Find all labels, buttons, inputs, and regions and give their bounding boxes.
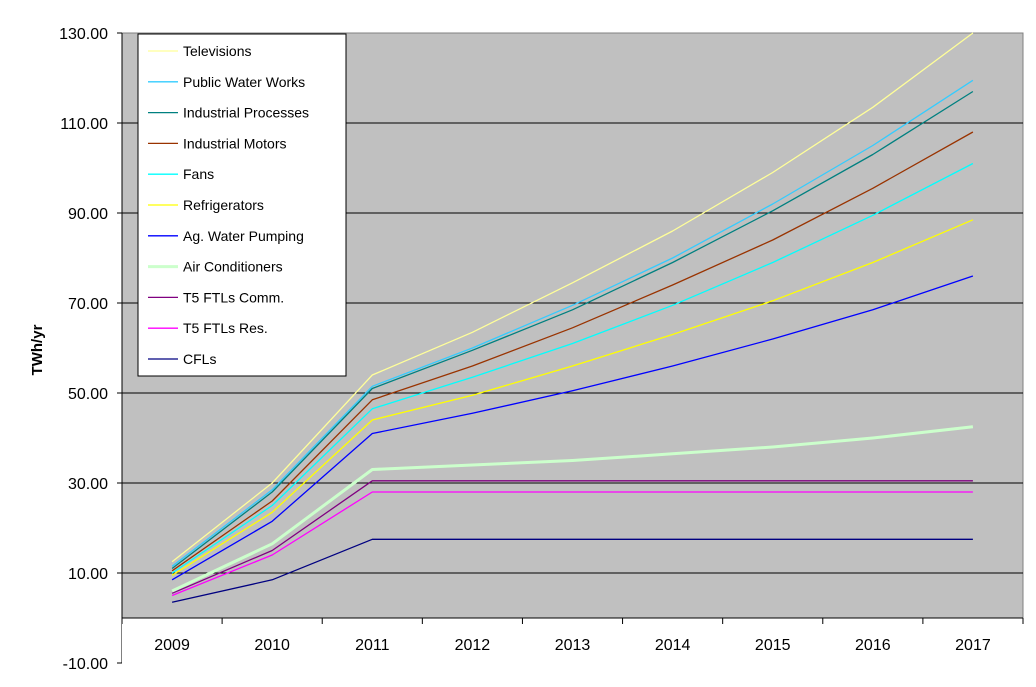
x-tick-label: 2017 xyxy=(955,637,991,654)
series-line-televisions xyxy=(171,32,974,563)
y-tick-label: 50.00 xyxy=(68,386,108,403)
y-tick-label: 10.00 xyxy=(68,566,108,583)
legend-label: Fans xyxy=(183,166,214,182)
legend: Televisions Public Water Works Industrial … xyxy=(137,33,347,377)
x-tick-label: 2011 xyxy=(355,637,390,654)
x-tick-label: 2014 xyxy=(655,637,691,654)
x-tick-label: 2012 xyxy=(455,637,491,654)
y-tick-label: -10.00 xyxy=(63,656,108,673)
x-tick-label: 2013 xyxy=(555,637,591,654)
legend-label: Industrial Motors xyxy=(183,135,286,151)
legend-label: Air Conditioners xyxy=(183,259,283,275)
series-lines xyxy=(171,32,974,603)
legend-label: Refrigerators xyxy=(183,197,264,213)
x-axis-band xyxy=(122,618,1023,663)
series-line-public-water-works xyxy=(171,79,974,567)
legend-label: Industrial Processes xyxy=(183,105,309,121)
x-tick-label: 2010 xyxy=(254,637,290,654)
legend-label: Televisions xyxy=(183,43,251,59)
y-tick-label: 90.00 xyxy=(68,206,108,223)
series-line-cfls xyxy=(171,538,973,603)
legend-label: T5 FTLs Res. xyxy=(183,320,268,336)
y-tick-label: 130.00 xyxy=(59,26,108,43)
series-line-t5-ftls-comm- xyxy=(171,480,973,594)
x-tick-label: 2015 xyxy=(755,637,791,654)
x-tick-label: 2009 xyxy=(154,637,190,654)
y-axis-label: TWh/yr xyxy=(29,324,46,375)
legend-label: Ag. Water Pumping xyxy=(183,228,304,244)
legend-label: Public Water Works xyxy=(183,74,305,90)
legend-label: T5 FTLs Comm. xyxy=(183,289,284,305)
series-line-t5-ftls-res- xyxy=(171,491,973,597)
series-line-fans xyxy=(171,162,974,574)
series-line-air-conditioners xyxy=(171,425,974,593)
x-tick-label: 2016 xyxy=(855,637,891,654)
x-tick-labels: 2009 2010 2011 2012 2013 2014 2015 2016 2017 xyxy=(154,637,991,654)
series-line-industrial-motors xyxy=(171,131,974,572)
series-line-ag-water-pumping xyxy=(171,275,974,581)
series-line-industrial-processes xyxy=(171,90,974,570)
y-tick-label: 30.00 xyxy=(68,476,108,493)
y-tick-labels: 130.00 110.00 90.00 70.00 50.00 30.00 10.00 -10… xyxy=(59,26,108,673)
y-tick-label: 110.00 xyxy=(60,116,108,133)
legend-label: CFLs xyxy=(183,351,216,367)
y-tick-label: 70.00 xyxy=(68,296,108,313)
series-line-refrigerators xyxy=(171,219,974,576)
axes xyxy=(117,32,1024,664)
